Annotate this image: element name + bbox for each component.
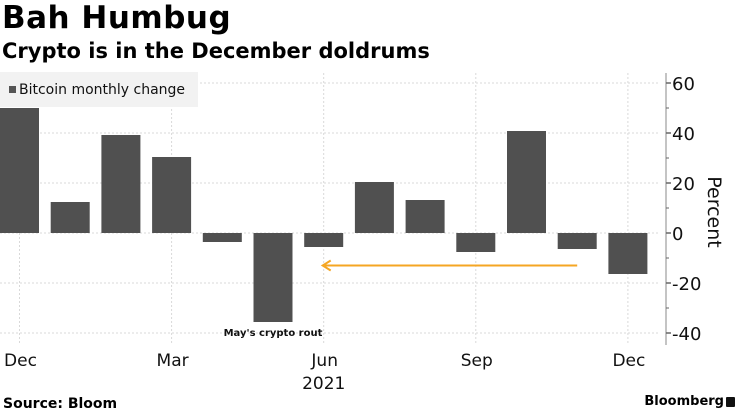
x-tick-label: Dec [4,351,37,371]
chart-title: Bah Humbug [2,0,232,36]
bar-oct-2021 [507,131,546,233]
bars [0,108,648,322]
bar-may-2021 [253,233,293,322]
legend: Bitcoin monthly change [0,72,198,107]
bar-feb-2021 [101,135,141,233]
bar-apr-2021 [202,233,242,242]
bar-jul-2021 [354,182,394,233]
bar-sep-2021 [456,233,496,252]
y-tick-label: -40 [672,324,701,345]
x-tick-label: Sep [461,351,493,371]
legend-label: Bitcoin monthly change [19,81,186,98]
bar-nov-2021 [557,233,597,249]
brand-logo-text: Bloomberg [644,394,724,409]
bar-jan-2021 [50,202,90,233]
source-note: Source: Bloom [3,396,118,412]
bar-mar-2021 [152,157,192,233]
y-tick-label: 40 [672,124,695,145]
bar-aug-2021 [405,200,445,233]
x-tick-label: Jun [310,351,338,371]
x-tick-label: Mar [157,351,189,371]
bar-jun-2021 [304,233,344,247]
annotation-arrow-layer: May's crypto rout [224,259,578,339]
y-tick-label: 0 [672,224,683,245]
chart-subtitle: Crypto is in the December doldrums [2,39,430,63]
x-axis: Dec Mar Jun Sep Dec 2021 [4,351,645,394]
x-year-label: 2021 [302,374,345,394]
bar-dec-2020 [0,108,39,233]
legend-swatch [9,86,16,93]
annotation-arrow-head [320,259,332,272]
y-axis-label: Percent [703,176,725,248]
bar-dec-2021 [608,233,648,274]
x-tick-label: Dec [612,351,645,371]
grid-lines [0,73,660,345]
y-tick-label: 60 [672,74,695,95]
annotation-text: May's crypto rout [224,328,323,339]
bloomberg-terminal-icon [726,397,735,407]
y-tick-label: 20 [672,174,695,195]
y-tick-label: -20 [672,274,701,295]
y-axis: 60 40 20 0 -20 -40 Percent [665,73,725,345]
